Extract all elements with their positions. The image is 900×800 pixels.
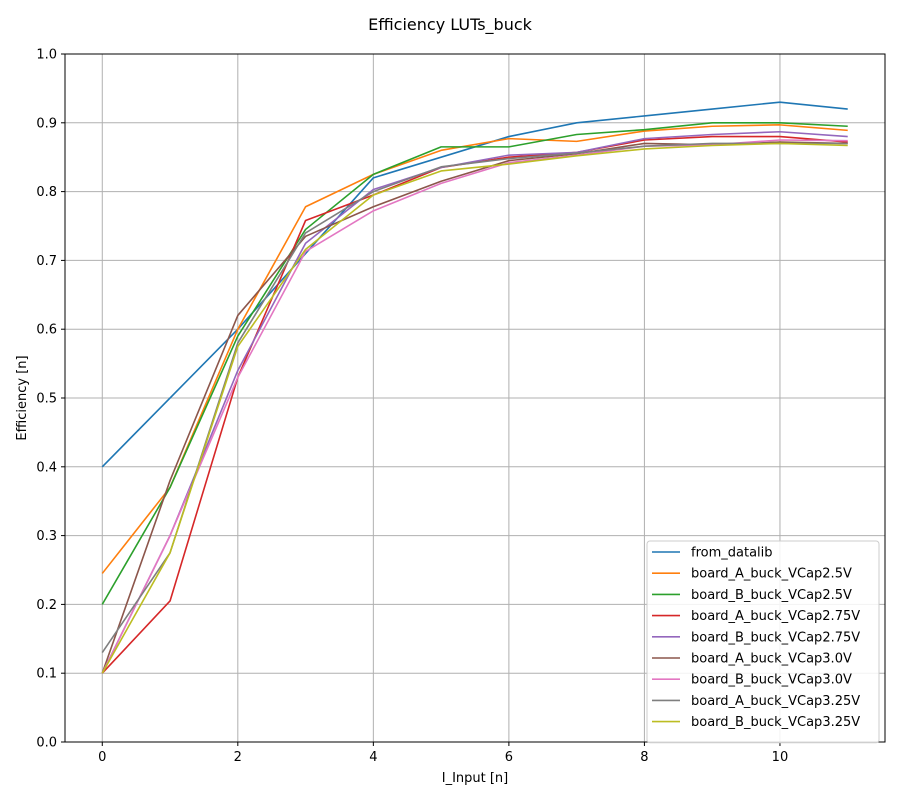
series-line-8: [101, 142, 848, 654]
legend-label: board_A_buck_VCap2.5V: [691, 567, 852, 582]
legend: from_datalib board_A_buck_VCap2.5V board_B…: [646, 540, 880, 744]
y-tick-label: 0.9: [36, 116, 57, 131]
chart-title: Efficiency LUTs_buck: [368, 15, 533, 35]
x-tick-label: 2: [234, 750, 242, 765]
x-tick-label: 0: [98, 750, 106, 765]
x-tick-label: 10: [772, 750, 789, 765]
y-tick-label: 0.5: [36, 392, 57, 407]
series-line-9: [101, 142, 848, 674]
series-line-2: [101, 124, 848, 574]
legend-label: board_B_buck_VCap2.5V: [691, 588, 852, 603]
x-tick-label: 8: [640, 750, 648, 765]
grid-layer: [65, 53, 885, 743]
legend-label: board_A_buck_VCap3.25V: [691, 694, 860, 709]
legend-label: from_datalib: [691, 546, 773, 561]
series-line-3: [101, 122, 848, 605]
series-line-5: [101, 130, 848, 674]
y-tick-label: 0.0: [36, 736, 57, 751]
series-line-1: [101, 101, 848, 468]
x-axis-label: I_Input [n]: [442, 771, 509, 786]
legend-box: [646, 540, 880, 744]
y-tick-label: 0.1: [36, 667, 57, 682]
series-layer: [101, 101, 848, 674]
legend-label: board_A_buck_VCap2.75V: [691, 609, 860, 624]
x-tick-label: 4: [369, 750, 377, 765]
tick-layer: 0 2 4 6 8 10 0.0 0.1 0.2 0.3 0.4 0.5 0.6 0.7 0.8 0.9 1.0: [36, 48, 788, 766]
legend-label: board_B_buck_VCap3.0V: [691, 673, 852, 688]
legend-label: board_A_buck_VCap3.0V: [691, 652, 852, 667]
y-tick-label: 1.0: [36, 48, 57, 63]
legend-label: board_B_buck_VCap2.75V: [691, 630, 860, 645]
y-tick-label: 0.3: [36, 529, 57, 544]
y-tick-label: 0.6: [36, 323, 57, 338]
y-tick-label: 0.8: [36, 185, 57, 200]
legend-label: board_B_buck_VCap3.25V: [691, 715, 860, 730]
y-tick-label: 0.2: [36, 598, 57, 613]
x-tick-label: 6: [505, 750, 513, 765]
y-tick-label: 0.4: [36, 460, 57, 475]
y-axis-label: Efficiency [n]: [15, 355, 30, 440]
y-tick-label: 0.7: [36, 254, 57, 269]
